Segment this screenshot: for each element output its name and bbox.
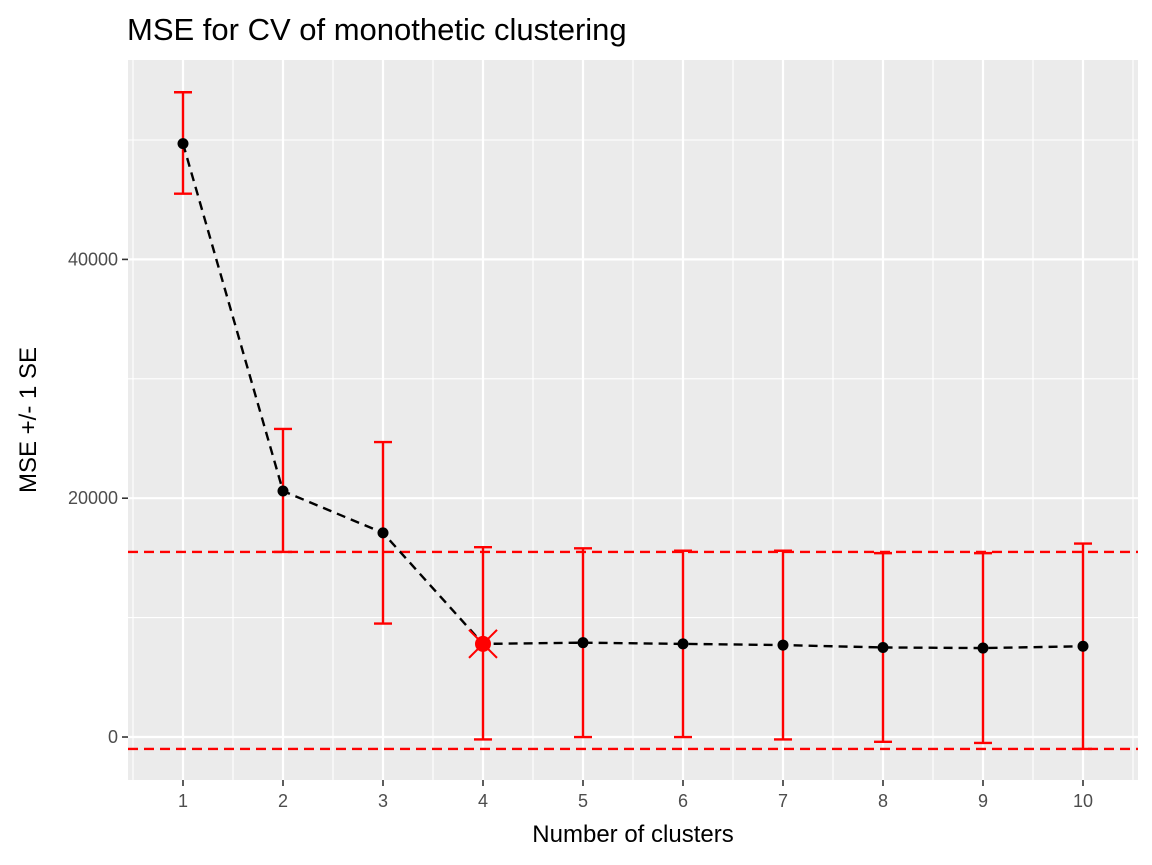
data-point	[677, 638, 689, 650]
x-tick-label: 1	[178, 791, 188, 811]
chart-title: MSE for CV of monothetic clustering	[127, 12, 627, 47]
x-tick-label: 9	[978, 791, 988, 811]
mse-line	[181, 143, 1084, 650]
x-tick-label: 6	[678, 791, 688, 811]
x-tick-label: 5	[578, 791, 588, 811]
data-point	[977, 642, 989, 654]
data-points	[177, 138, 1089, 654]
y-tick-label: 20000	[68, 488, 118, 508]
x-tick-label: 8	[878, 791, 888, 811]
axis-ticks	[122, 258, 1084, 786]
y-axis-title: MSE +/- 1 SE	[15, 347, 42, 493]
tick-labels: 1 2 3 4 5 6 7 8 9 10 0 20000 40000	[68, 249, 1093, 811]
y-tick-label: 40000	[68, 249, 118, 269]
data-point	[877, 641, 889, 653]
reference-lines	[128, 550, 1138, 751]
mse-polyline	[181, 143, 1084, 650]
x-tick-label: 4	[478, 791, 488, 811]
data-point	[577, 637, 589, 649]
selected-point-marker	[468, 629, 498, 659]
x-tick-label: 7	[778, 791, 788, 811]
x-tick-label: 3	[378, 791, 388, 811]
data-point	[377, 527, 389, 539]
data-point	[777, 639, 789, 651]
x-tick-label: 2	[278, 791, 288, 811]
x-axis-title: Number of clusters	[532, 821, 733, 848]
data-point	[177, 138, 189, 150]
x-tick-label: 10	[1073, 791, 1093, 811]
data-point	[277, 485, 289, 497]
selected-cross-b	[468, 629, 498, 659]
y-tick-label: 0	[108, 727, 118, 747]
data-point	[1077, 640, 1089, 652]
